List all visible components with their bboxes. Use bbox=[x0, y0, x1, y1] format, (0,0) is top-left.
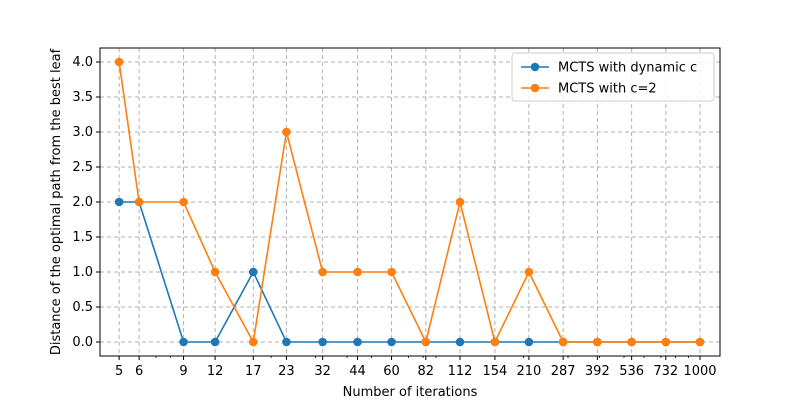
x-axis-label: Number of iterations bbox=[343, 385, 478, 400]
legend-box bbox=[511, 52, 715, 102]
x-tick-label: 60 bbox=[383, 364, 400, 379]
data-point bbox=[114, 57, 124, 67]
y-axis-label: Distance of the optimal path from the be… bbox=[49, 48, 64, 355]
y-tick-label: 2.5 bbox=[72, 160, 93, 175]
x-tick-label: 732 bbox=[653, 364, 678, 379]
data-point bbox=[661, 337, 671, 347]
x-tick-label: 32 bbox=[314, 364, 331, 379]
data-point bbox=[353, 267, 362, 277]
x-tick-label: 210 bbox=[516, 364, 541, 379]
data-point bbox=[524, 267, 534, 277]
y-tick-label: 4.0 bbox=[72, 55, 93, 70]
y-axis: 0.0 0.5 1.0 1.5 2.0 2.5 3.0 3.5 4.0 bbox=[72, 55, 100, 350]
x-tick-label: 82 bbox=[418, 364, 435, 379]
data-point bbox=[210, 267, 220, 277]
series-layer bbox=[114, 57, 705, 347]
data-point bbox=[455, 197, 465, 207]
y-tick-label: 3.0 bbox=[72, 125, 93, 140]
data-point bbox=[282, 337, 291, 347]
y-tick-label: 2.0 bbox=[72, 195, 93, 210]
y-tick-label: 1.0 bbox=[72, 265, 93, 280]
y-tick-label: 0.0 bbox=[72, 335, 93, 350]
x-tick-label: 12 bbox=[207, 364, 224, 379]
data-point bbox=[248, 337, 258, 347]
series-2 bbox=[114, 57, 705, 347]
x-tick-label: 154 bbox=[482, 364, 507, 379]
legend-label: MCTS with c=2 bbox=[558, 82, 657, 97]
data-point bbox=[318, 337, 327, 347]
x-tick-label: 17 bbox=[245, 364, 262, 379]
data-point bbox=[318, 267, 327, 277]
data-point bbox=[179, 337, 188, 347]
y-tick-label: 0.5 bbox=[72, 300, 93, 315]
legend-marker bbox=[530, 62, 540, 72]
data-point bbox=[114, 197, 124, 207]
x-tick-label: 287 bbox=[551, 364, 576, 379]
data-point bbox=[695, 337, 705, 347]
data-point bbox=[387, 337, 396, 347]
y-tick-label: 3.5 bbox=[72, 90, 93, 105]
series-line bbox=[118, 61, 701, 345]
y-tick-label: 1.5 bbox=[72, 230, 93, 245]
x-tick-label: 23 bbox=[278, 364, 295, 379]
data-point bbox=[627, 337, 636, 347]
legend-label: MCTS with dynamic c bbox=[558, 61, 697, 76]
data-point bbox=[248, 267, 258, 277]
data-point bbox=[490, 337, 500, 347]
x-tick-label: 9 bbox=[179, 364, 187, 379]
legend-marker bbox=[530, 83, 540, 93]
data-point bbox=[210, 337, 220, 347]
data-point bbox=[179, 197, 188, 207]
legend-entry: MCTS with c=2 bbox=[521, 82, 657, 97]
x-tick-label: 1000 bbox=[683, 364, 716, 379]
data-point bbox=[421, 337, 431, 347]
data-point bbox=[558, 337, 568, 347]
data-point bbox=[353, 337, 362, 347]
x-tick-label: 536 bbox=[619, 364, 644, 379]
x-axis: 5 6 9 12 17 23 32 44 60 82 112 154 210 287 392 536 732 10… bbox=[115, 356, 717, 379]
legend-entry: MCTS with dynamic c bbox=[521, 61, 697, 76]
data-point bbox=[282, 127, 291, 137]
data-point bbox=[455, 337, 465, 347]
data-point bbox=[524, 337, 534, 347]
data-point bbox=[134, 197, 144, 207]
x-tick-label: 44 bbox=[349, 364, 366, 379]
x-tick-label: 5 bbox=[115, 364, 123, 379]
data-point bbox=[387, 267, 396, 277]
data-point bbox=[593, 337, 602, 347]
x-tick-label: 6 bbox=[135, 364, 143, 379]
x-tick-label: 392 bbox=[585, 364, 610, 379]
legend: MCTS with dynamic c MCTS with c=2 bbox=[511, 52, 715, 102]
x-tick-label: 112 bbox=[448, 364, 473, 379]
